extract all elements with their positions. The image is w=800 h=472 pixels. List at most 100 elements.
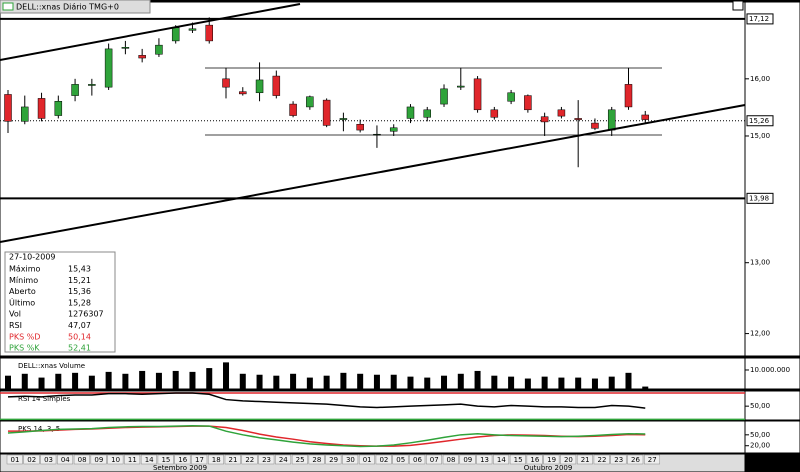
info-value: 15,36: [68, 287, 91, 296]
x-tick-label: 29: [329, 456, 338, 464]
level-box: [746, 13, 774, 25]
date-cell: [40, 454, 57, 465]
info-date: 27-10-2009: [9, 253, 56, 262]
volume-bar: [323, 375, 330, 389]
volume-bar: [441, 375, 448, 389]
candle-body: [71, 84, 79, 96]
date-cell: [409, 454, 426, 465]
candle-body: [171, 27, 180, 42]
date-cell: [526, 454, 543, 465]
date-cell: [308, 454, 325, 465]
date-cell: [73, 454, 90, 465]
trend-line: [0, 3, 301, 61]
info-label: PKS %D: [9, 332, 40, 341]
volume-bar: [457, 373, 464, 389]
y-tick-label: 50,00: [750, 402, 770, 410]
x-tick-label: 18: [212, 456, 221, 464]
axis-panel: [744, 390, 800, 421]
x-tick-label: 16: [178, 456, 187, 464]
info-value: 15,21: [68, 276, 91, 285]
date-cell: [560, 454, 577, 465]
panel: [0, 390, 746, 421]
x-tick-label: 26: [631, 456, 640, 464]
candle-body: [356, 123, 364, 131]
candle-body: [457, 85, 465, 88]
x-tick-label: 17: [195, 456, 204, 464]
volume-bar: [38, 377, 45, 389]
x-tick-label: 15: [514, 456, 523, 464]
x-tick-label: 22: [245, 456, 254, 464]
window-button[interactable]: [732, 0, 744, 11]
x-tick-label: 30: [346, 456, 355, 464]
date-cell: [291, 454, 308, 465]
x-tick-label: 28: [312, 456, 321, 464]
candle-body: [188, 28, 197, 31]
date-cell: [90, 454, 107, 465]
candle-body: [222, 78, 230, 88]
date-cell: [140, 454, 157, 465]
x-tick-label: 16: [530, 456, 539, 464]
candle-body: [641, 114, 650, 120]
volume-bar: [155, 372, 162, 389]
candle-body: [524, 95, 532, 111]
date-cell: [459, 454, 476, 465]
candle-body: [138, 55, 146, 59]
volume-bar: [357, 373, 364, 389]
date-cell: [493, 454, 510, 465]
y-tick-label: 12,00: [750, 330, 770, 338]
x-tick-label: 11: [128, 456, 137, 464]
volume-bar: [340, 372, 347, 389]
date-cell: [224, 454, 241, 465]
candle-body: [607, 109, 616, 131]
volume-bar: [424, 377, 431, 389]
y-tick-label: 16,00: [750, 75, 770, 83]
x-tick-label: 01: [363, 456, 372, 464]
candle-body: [88, 84, 96, 86]
panel-title: DELL::xnas Volume: [18, 362, 85, 370]
date-cell: [174, 454, 191, 465]
date-cell: [157, 454, 174, 465]
info-value: 50,14: [68, 332, 91, 341]
x-tick-label: 01: [11, 456, 20, 464]
candle-body: [255, 79, 264, 94]
x-tick-label: 24: [279, 456, 288, 464]
date-cell: [258, 454, 275, 465]
date-cell: [442, 454, 459, 465]
info-label: Vol: [9, 310, 21, 319]
x-tick-label: 19: [547, 456, 556, 464]
candle-body: [205, 24, 213, 42]
date-cell: [124, 454, 141, 465]
info-label: RSI: [9, 321, 22, 330]
x-tick-label: 02: [27, 456, 36, 464]
volume-bar: [541, 376, 548, 389]
candle-body: [339, 118, 348, 120]
date-cell: [6, 454, 23, 465]
x-tick-label: 02: [379, 456, 388, 464]
y-tick-label: 10.000.000: [750, 366, 790, 374]
volume-bar: [407, 376, 414, 389]
x-tick-label: 14: [145, 456, 154, 464]
volume-bar: [55, 373, 62, 389]
icon: [2, 2, 14, 11]
candle-body: [121, 47, 130, 49]
x-tick-label: 09: [463, 456, 472, 464]
info-value: 47,07: [68, 321, 91, 330]
volume-bar: [306, 377, 313, 389]
candle-body: [322, 99, 331, 126]
info-label: Último: [9, 296, 35, 307]
info-value: 1276307: [68, 310, 104, 319]
candle-body: [306, 96, 314, 108]
date-cell: [509, 454, 526, 465]
x-tick-label: 14: [497, 456, 506, 464]
y-tick-label: 50,00: [750, 431, 770, 439]
volume-bar: [558, 377, 565, 389]
date-cell: [627, 454, 644, 465]
candle-body: [155, 44, 163, 55]
candle-body: [490, 109, 499, 118]
level-box: [746, 192, 774, 204]
date-cell: [107, 454, 124, 465]
volume-bar: [575, 377, 582, 389]
candle-body: [239, 91, 247, 95]
candle-body: [591, 122, 599, 129]
